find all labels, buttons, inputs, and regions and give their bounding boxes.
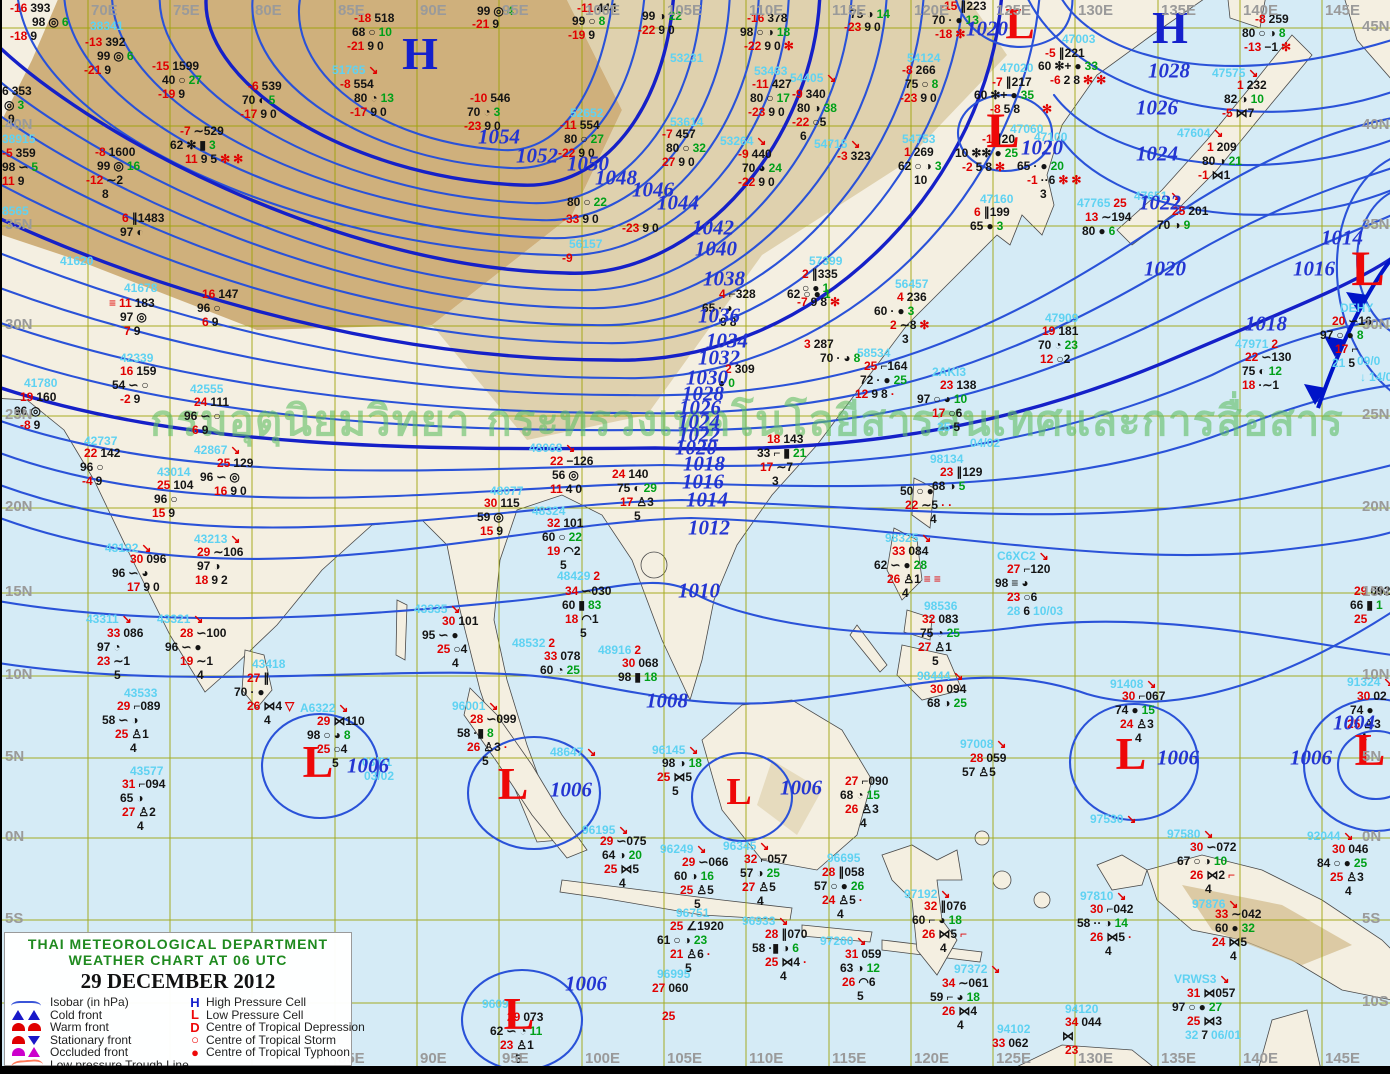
legend-subtitle: WEATHER CHART AT 06 UTC [68, 952, 288, 968]
legend-item-symbol: H High Pressure Cell [187, 994, 351, 1010]
isobar-1018 [2, 317, 1390, 472]
borneo-ridge [757, 760, 822, 835]
stat-icon [9, 1034, 45, 1046]
cold-front [1304, 257, 1390, 409]
legend-item-occl: Occluded front [9, 1045, 187, 1059]
isobar-1006-circle-5 [1302, 697, 1390, 833]
hainan [640, 551, 668, 579]
legend-title: THAI METEOROLOGICAL DEPARTMENT [27, 936, 329, 952]
isobar-1034 [2, 0, 925, 327]
isobar-1020-top [955, 0, 1074, 48]
isobar-1014 [2, 464, 1390, 529]
isobar-1006-circle-1 [260, 712, 380, 820]
isobar-1052 [251, 0, 646, 170]
birds-head [1096, 854, 1148, 891]
isobar-1026-east [1027, 0, 1390, 113]
isobar-1004-circle [1336, 729, 1390, 801]
pressure-symbol-icon: L [191, 1007, 199, 1023]
legend-symbols-right: H High Pressure Cell L Low Pressure Cell D Ce… [187, 994, 364, 1071]
isobar-1022-east [1060, 138, 1390, 216]
isobar-1036 [2, 0, 888, 310]
molucca-2 [1033, 891, 1051, 909]
china-highlands [432, 0, 1007, 440]
isobar-1028 [2, 0, 1041, 380]
mindanao [896, 644, 963, 701]
isobar-1020-low-circle [956, 93, 1054, 173]
isobar-1008 [2, 612, 1390, 705]
legend-symbols-left: Isobar (in hPa) Cold front Warm front Stati… [9, 995, 189, 1072]
sri-lanka [241, 649, 273, 709]
png-ridge [1182, 885, 1352, 965]
pressure-symbol-icon: D [190, 1019, 200, 1035]
isobar-1014-east [1356, 192, 1390, 332]
isobar-1024-east [1052, 93, 1390, 167]
legend-item-cold: Cold front [9, 1008, 187, 1022]
isobar-1006-circle-2 [466, 735, 602, 851]
molucca-1 [992, 870, 1012, 890]
isobar-1050 [204, 0, 675, 187]
japan [1116, 34, 1313, 246]
cape-york [1256, 1009, 1323, 1074]
isobar-1024 [2, 167, 1390, 415]
isobar-1046 [111, 0, 731, 222]
isobar-1010 [2, 581, 1390, 656]
island-ne [1344, 0, 1390, 79]
isobar-1020 [2, 257, 1390, 451]
legend-item-symbol: ○ Centre of Tropical Storm [187, 1032, 351, 1048]
legend-item-stat: Stationary front [9, 1033, 187, 1047]
isobar-1038 [2, 0, 853, 292]
legend-item-warm: Warm front [9, 1020, 187, 1034]
isobar-1006-circle-3 [690, 751, 794, 843]
legend-item-symbol: ● Centre of Tropical Typhoon [187, 1044, 351, 1060]
isobar-1012 [2, 516, 1390, 560]
legend-item-symbol: D Centre of Tropical Depression [187, 1019, 364, 1035]
warm-icon [9, 1021, 45, 1033]
isobar-1016 [2, 384, 1390, 499]
isobar-1022 [2, 214, 1390, 432]
occl-icon [9, 1046, 45, 1058]
iso-icon [9, 996, 45, 1008]
lesser-sunda-1 [801, 924, 873, 943]
pressure-symbol-icon: H [190, 994, 200, 1010]
isobar-1044 [63, 0, 760, 240]
isobar-1028-east [1061, 0, 1390, 67]
isobar-1026 [2, 117, 1390, 397]
pressure-symbol-icon: ● [191, 1044, 199, 1060]
luzon [886, 527, 923, 601]
legend-item-iso: Isobar (in hPa) [9, 995, 187, 1009]
pressure-symbol-icon: ○ [191, 1032, 199, 1048]
legend-box: THAI METEOROLOGICAL DEPARTMENT WEATHER C… [4, 932, 365, 1072]
isobar-1006-circle-4 [1068, 702, 1200, 822]
isobar-1040 [2, 0, 822, 275]
cold-icon [9, 1009, 45, 1021]
isobar-1032 [2, 0, 965, 345]
legend-item-symbol: L Low Pressure Cell [187, 1007, 351, 1023]
isobar-1030 [2, 0, 1003, 362]
chart-date: 29 DECEMBER 2012 [80, 969, 276, 993]
isobar-1054 [297, 0, 614, 152]
isobar-1042 [17, 0, 790, 257]
watermark-text: กรมอุตุนิยมวิทยา กระทรวงเทคโนโลยีสารสนเท… [150, 396, 1344, 445]
andaman [395, 599, 408, 661]
isobar-1016-east [1335, 157, 1390, 392]
isobar-1048 [158, 0, 703, 205]
bottom-border-bar [2, 1066, 1390, 1074]
